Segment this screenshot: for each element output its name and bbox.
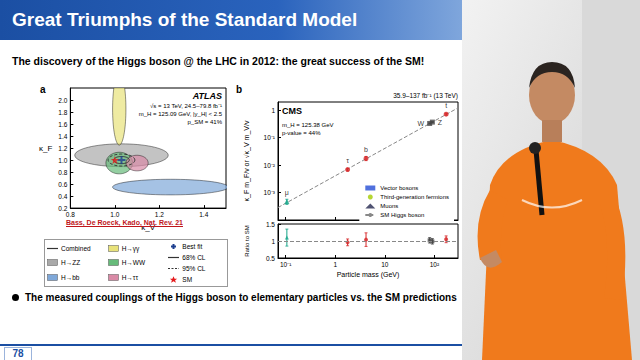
- svg-text:1.8: 1.8: [58, 109, 67, 116]
- svg-text:p_SM = 41%: p_SM = 41%: [187, 119, 222, 125]
- svg-text:0.6: 0.6: [58, 181, 67, 188]
- svg-text:35.9–137 fb⁻¹ (13 TeV): 35.9–137 fb⁻¹ (13 TeV): [393, 92, 458, 100]
- svg-text:1: 1: [333, 261, 337, 268]
- svg-text:Vector bosons: Vector bosons: [380, 185, 418, 191]
- svg-text:CMS: CMS: [282, 106, 302, 116]
- svg-text:2.0: 2.0: [58, 97, 67, 104]
- svg-text:τ: τ: [346, 157, 349, 164]
- svg-text:0.8: 0.8: [66, 211, 75, 218]
- svg-text:1.2: 1.2: [58, 145, 67, 152]
- svg-text:W: W: [418, 120, 425, 127]
- svg-text:μ: μ: [285, 189, 289, 197]
- svg-text:b: b: [364, 146, 368, 153]
- svg-text:10⁻²: 10⁻²: [264, 162, 276, 169]
- svg-text:1.2: 1.2: [155, 211, 164, 218]
- svg-text:1.4: 1.4: [199, 211, 208, 218]
- svg-text:Z: Z: [438, 119, 443, 126]
- svg-text:1: 1: [271, 238, 275, 245]
- svg-text:10⁻³: 10⁻³: [264, 189, 276, 196]
- svg-text:10⁻¹: 10⁻¹: [280, 261, 292, 268]
- svg-text:1.4: 1.4: [58, 133, 67, 140]
- svg-text:1: 1: [271, 107, 275, 114]
- svg-text:κ_F: κ_F: [39, 144, 52, 153]
- svg-text:10²: 10²: [430, 261, 440, 268]
- svg-text:1.0: 1.0: [58, 157, 67, 164]
- svg-text:0.4: 0.4: [58, 193, 67, 200]
- svg-text:t: t: [445, 102, 447, 109]
- svg-text:Muons: Muons: [380, 203, 398, 209]
- svg-text:p-value = 44%: p-value = 44%: [282, 130, 321, 136]
- svg-text:1.0: 1.0: [110, 211, 119, 218]
- svg-text:√s = 13 TeV, 24.5–79.8 fb⁻¹: √s = 13 TeV, 24.5–79.8 fb⁻¹: [150, 103, 222, 109]
- svg-text:Particle mass (GeV): Particle mass (GeV): [337, 271, 400, 279]
- svg-text:0.8: 0.8: [58, 169, 67, 176]
- svg-text:m_H = 125.38 GeV: m_H = 125.38 GeV: [282, 122, 334, 128]
- svg-text:Third-generation fermions: Third-generation fermions: [380, 194, 449, 200]
- svg-text:κ_F m_F/v or √κ_V m_V/v: κ_F m_F/v or √κ_V m_V/v: [243, 120, 251, 201]
- svg-text:0.5: 0.5: [266, 255, 275, 262]
- svg-text:1.5: 1.5: [266, 221, 275, 228]
- svg-text:1.6: 1.6: [58, 121, 67, 128]
- svg-text:ATLAS: ATLAS: [192, 91, 222, 101]
- svg-text:Ratio to SM: Ratio to SM: [244, 225, 250, 256]
- svg-text:10: 10: [381, 261, 389, 268]
- svg-text:m_H = 125.09 GeV, |y_H| < 2.5: m_H = 125.09 GeV, |y_H| < 2.5: [139, 111, 223, 117]
- svg-text:SM Higgs boson: SM Higgs boson: [380, 212, 424, 218]
- svg-text:10⁻¹: 10⁻¹: [264, 134, 276, 141]
